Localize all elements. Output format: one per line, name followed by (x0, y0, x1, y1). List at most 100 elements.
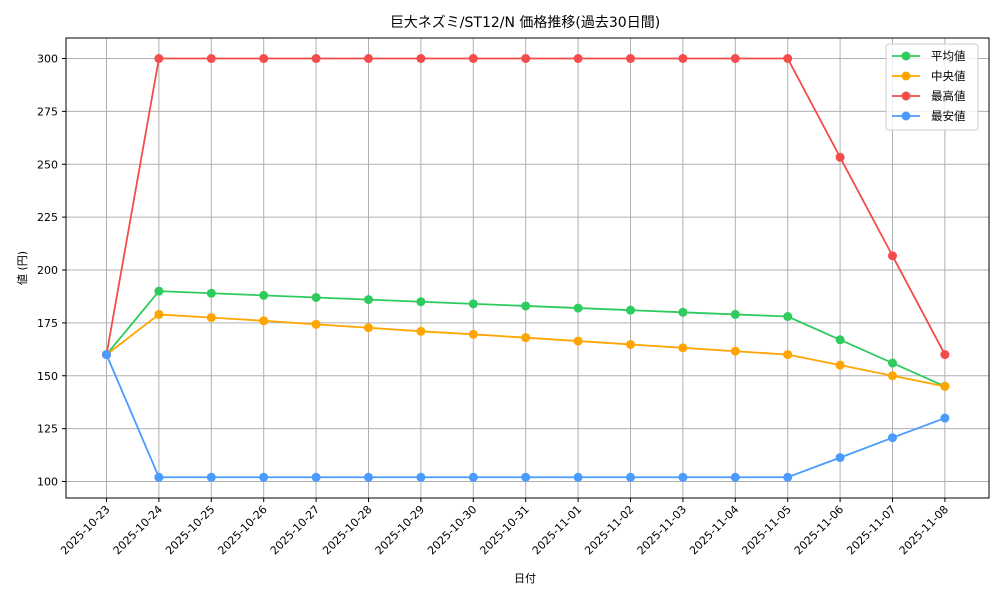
x-axis-label: 日付 (514, 572, 536, 585)
x-tick-label: 2025-10-29 (373, 503, 427, 557)
series-line (102, 350, 950, 482)
data-point (468, 299, 478, 309)
series-line (102, 286, 950, 391)
legend-entry: 最安値 (931, 109, 966, 123)
data-point (206, 472, 216, 482)
data-point (521, 472, 531, 482)
legend-entry: 平均値 (931, 49, 966, 63)
data-point (940, 413, 950, 423)
data-point (206, 54, 216, 63)
x-tick-label: 2025-10-27 (268, 503, 322, 557)
data-point (888, 251, 897, 261)
data-point (730, 472, 740, 482)
series-line (102, 54, 950, 360)
data-point (416, 297, 426, 307)
data-point (626, 339, 635, 349)
series-lines (102, 54, 950, 482)
data-point (364, 323, 373, 333)
data-point (678, 307, 688, 317)
y-tick-label: 225 (37, 211, 58, 224)
data-point (573, 303, 583, 313)
data-point (573, 336, 583, 346)
y-tick-label: 250 (37, 158, 58, 171)
data-point (678, 472, 688, 482)
data-point (888, 358, 897, 368)
y-tick-label: 125 (37, 423, 58, 436)
data-point (364, 54, 373, 63)
legend-marker-icon (901, 51, 911, 61)
data-point (783, 350, 793, 360)
x-tick-label: 2025-11-05 (739, 503, 793, 557)
data-point (678, 343, 688, 353)
data-point (311, 472, 321, 482)
data-point (206, 288, 216, 298)
data-point (730, 54, 740, 63)
data-point (468, 54, 478, 63)
data-point (521, 301, 531, 311)
data-point (154, 309, 164, 319)
data-point (888, 371, 897, 381)
x-tick-label: 2025-10-30 (425, 503, 479, 557)
data-point (416, 54, 426, 63)
data-point (468, 472, 478, 482)
data-point (835, 360, 845, 370)
x-tick-label: 2025-10-31 (477, 503, 531, 557)
data-point (154, 54, 164, 63)
x-tick-label: 2025-10-23 (58, 503, 112, 557)
data-point (573, 472, 583, 482)
data-point (783, 472, 793, 482)
data-point (835, 335, 845, 345)
x-tick-label: 2025-11-07 (844, 503, 898, 557)
data-point (154, 286, 164, 296)
data-point (311, 319, 321, 329)
x-tick-label: 2025-10-26 (215, 503, 269, 557)
legend-entry: 中央値 (931, 69, 966, 83)
data-point (364, 295, 373, 305)
legend-marker-icon (901, 111, 911, 121)
data-point (783, 54, 793, 63)
data-point (573, 54, 583, 63)
y-tick-label: 300 (37, 53, 58, 66)
data-point (783, 312, 793, 322)
x-tick-label: 2025-11-08 (897, 503, 951, 557)
x-tick-label: 2025-11-04 (687, 503, 741, 557)
y-tick-label: 175 (37, 317, 58, 330)
data-point (311, 54, 321, 63)
data-point (626, 54, 635, 63)
data-point (259, 472, 269, 482)
data-point (206, 313, 216, 323)
x-tick-label: 2025-11-02 (582, 503, 636, 557)
data-point (678, 54, 688, 63)
data-point (259, 290, 269, 300)
data-point (416, 472, 426, 482)
data-point (259, 54, 269, 63)
chart-title: 巨大ネズミ/ST12/N 価格推移(過去30日間) (390, 15, 660, 31)
data-point (730, 309, 740, 319)
legend-marker-icon (901, 91, 911, 101)
data-point (835, 152, 845, 162)
y-tick-label: 275 (37, 105, 58, 118)
x-tick-label: 2025-10-25 (163, 503, 217, 557)
x-axis: 2025-10-232025-10-242025-10-252025-10-26… (58, 498, 951, 557)
x-tick-label: 2025-10-24 (111, 503, 165, 557)
plot-frame (65, 37, 990, 499)
data-point (940, 381, 950, 391)
x-tick-label: 2025-11-06 (792, 503, 846, 557)
data-point (626, 472, 635, 482)
data-point (102, 350, 111, 360)
legend-entry: 最高値 (931, 89, 966, 103)
data-point (835, 453, 845, 463)
y-tick-label: 200 (37, 264, 58, 277)
grid-lines (66, 38, 989, 498)
legend-box (885, 43, 979, 131)
data-point (888, 433, 897, 443)
x-tick-label: 2025-11-03 (635, 503, 689, 557)
data-point (521, 54, 531, 63)
y-axis-label: 値 (円) (16, 251, 29, 285)
data-point (468, 329, 478, 339)
y-axis: 100 125 150 175 200 225 250 275 300 (37, 53, 66, 489)
data-point (730, 346, 740, 356)
data-point (521, 333, 531, 343)
